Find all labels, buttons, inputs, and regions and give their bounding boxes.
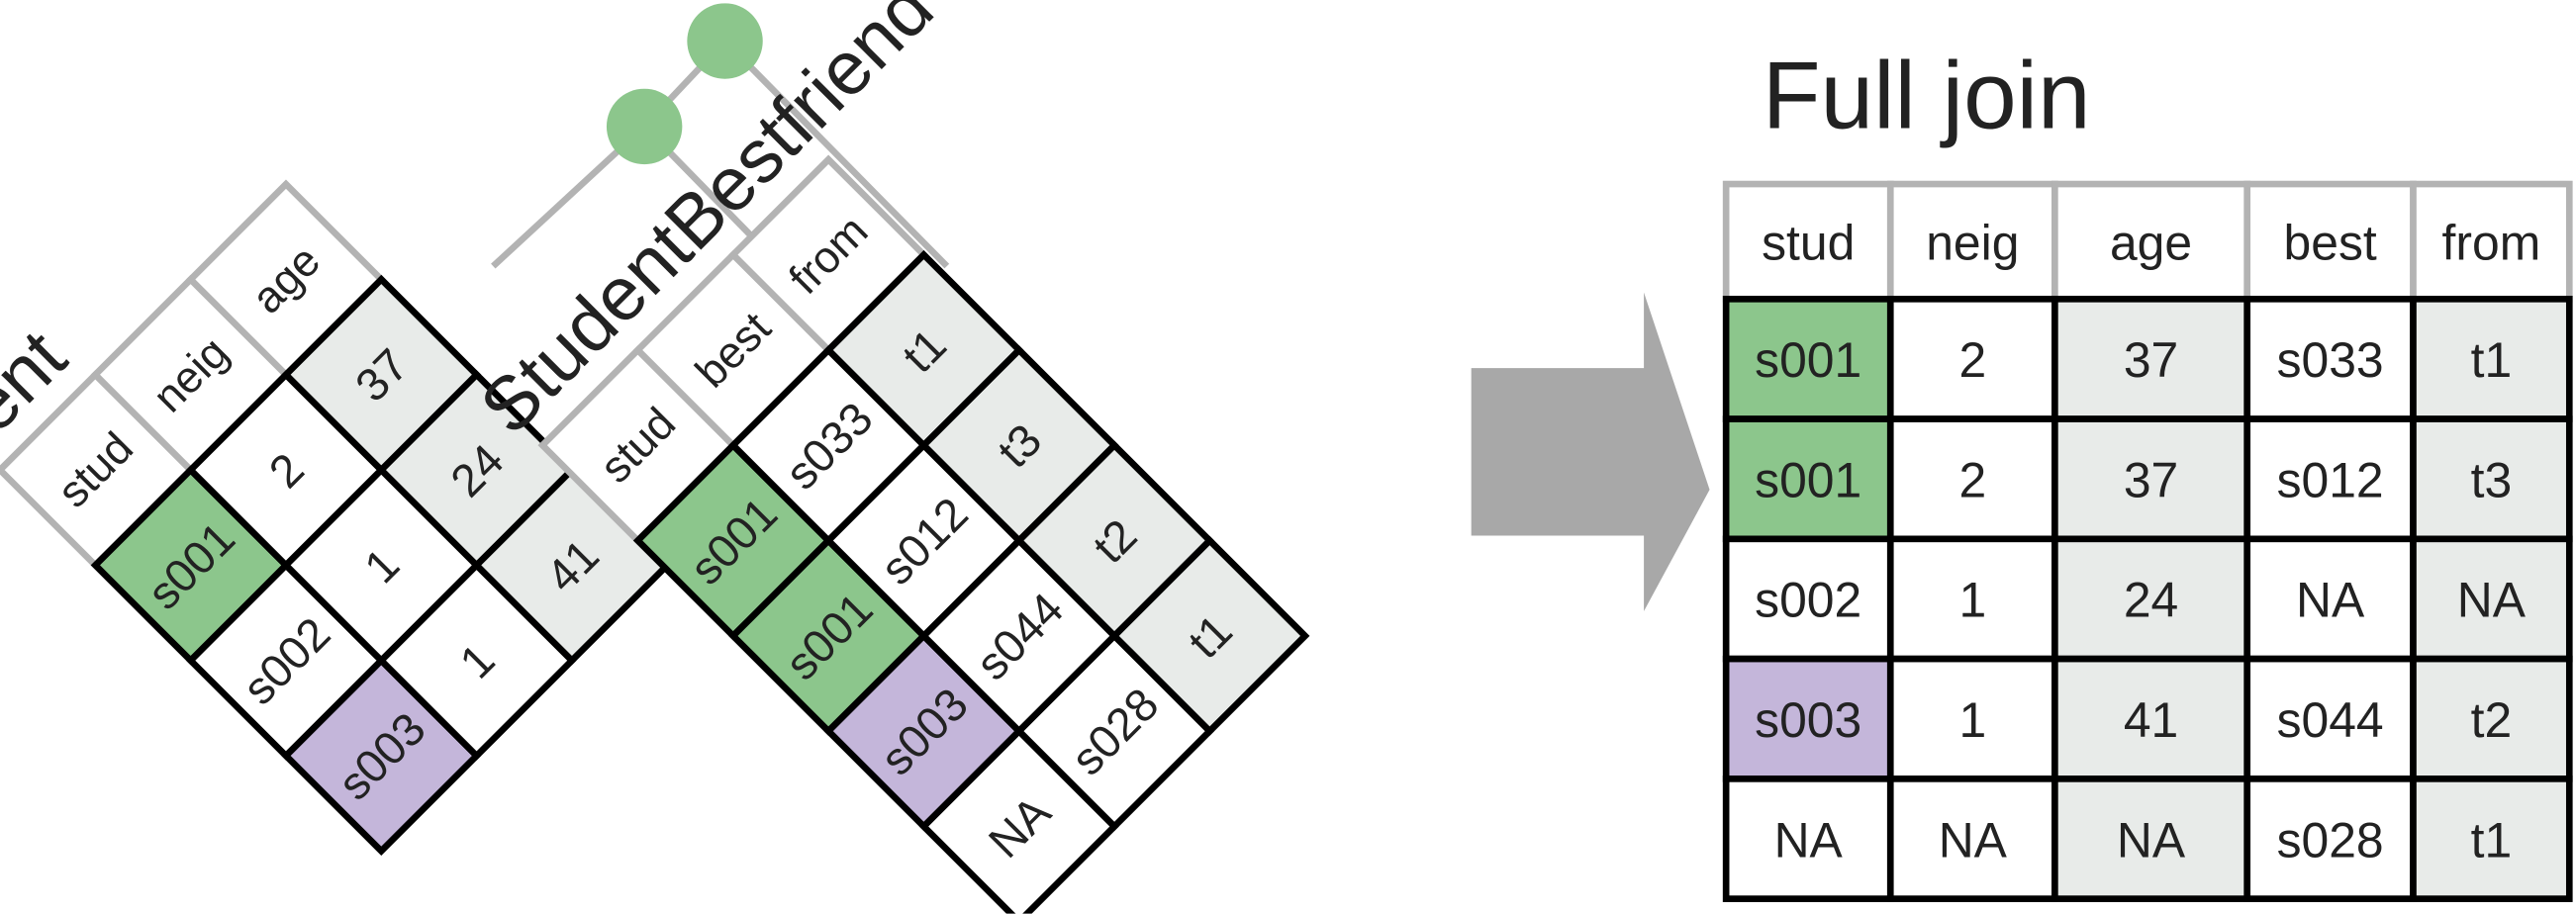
green-key-node [687, 3, 763, 79]
result-cell [2410, 655, 2573, 782]
result-cell-text: NA [1774, 812, 1844, 868]
result-cell [2410, 295, 2573, 422]
result-cell [2051, 535, 2251, 663]
result-cell-text: 37 [2124, 452, 2178, 507]
result-cell [2051, 776, 2251, 902]
result-cell-text: s044 [2277, 692, 2384, 748]
green-key-node [606, 88, 683, 165]
result-cell-text: s012 [2277, 452, 2384, 507]
result-header-age: age [2110, 215, 2192, 270]
result-cell-text: s001 [1755, 332, 1861, 388]
result-cell-text: s002 [1755, 573, 1861, 628]
result-header-neig: neig [1926, 215, 2019, 270]
result-cell-text: NA [2457, 573, 2527, 628]
result-cell [2051, 415, 2251, 543]
result-cell-text: s033 [2277, 332, 2384, 388]
result-cell [2410, 776, 2573, 902]
result-cell-text: NA [2117, 812, 2186, 868]
result-cell [2051, 655, 2251, 782]
result-cell [1722, 776, 1894, 902]
result-cell [2243, 415, 2417, 543]
result-table: stud neig age best from s001 2 37 s033 t1 s001 2 37 s… [1722, 180, 2573, 902]
result-cell-text: s003 [1755, 692, 1861, 748]
result-header-cell [2243, 180, 2417, 303]
result-cell-text: 41 [2124, 692, 2178, 748]
result-cell-text: s028 [2277, 812, 2384, 868]
result-cell-text: t1 [2471, 332, 2513, 388]
result-header-best: best [2284, 215, 2377, 270]
result-cell-text: s001 [1755, 452, 1861, 507]
student-table: studneigages001237s002124s003141Student [0, 179, 672, 857]
connector-line [722, 39, 950, 269]
result-header-cell [2410, 180, 2573, 303]
bestfriend-table: studbestfroms001s033t1s001s012t3s003s044… [465, 0, 1310, 914]
result-header-stud: stud [1762, 215, 1855, 270]
result-cell-text: 1 [1958, 573, 1986, 628]
result-cell-text: 24 [2124, 573, 2178, 628]
result-cell [1886, 776, 2058, 902]
result-header-from: from [2442, 215, 2541, 270]
result-cell-text: NA [1939, 812, 2008, 868]
result-cell [2243, 295, 2417, 422]
result-cell-text: 37 [2124, 332, 2178, 388]
result-cell-text: t1 [2471, 812, 2513, 868]
arrow-right-icon [1471, 292, 1710, 611]
result-cell-text: 2 [1958, 452, 1986, 507]
bestfriend-cell [1109, 535, 1310, 736]
result-title: Full join [1763, 44, 2091, 149]
result-cell-text: t3 [2471, 452, 2513, 507]
result-cell-text: t2 [2471, 692, 2513, 748]
result-cell [1886, 295, 2058, 422]
result-cell-text: 1 [1958, 692, 1986, 748]
result-cell-text: 2 [1958, 332, 1986, 388]
result-cell [2410, 535, 2573, 663]
result-cell-text: NA [2296, 573, 2365, 628]
result-cell [2410, 415, 2573, 543]
